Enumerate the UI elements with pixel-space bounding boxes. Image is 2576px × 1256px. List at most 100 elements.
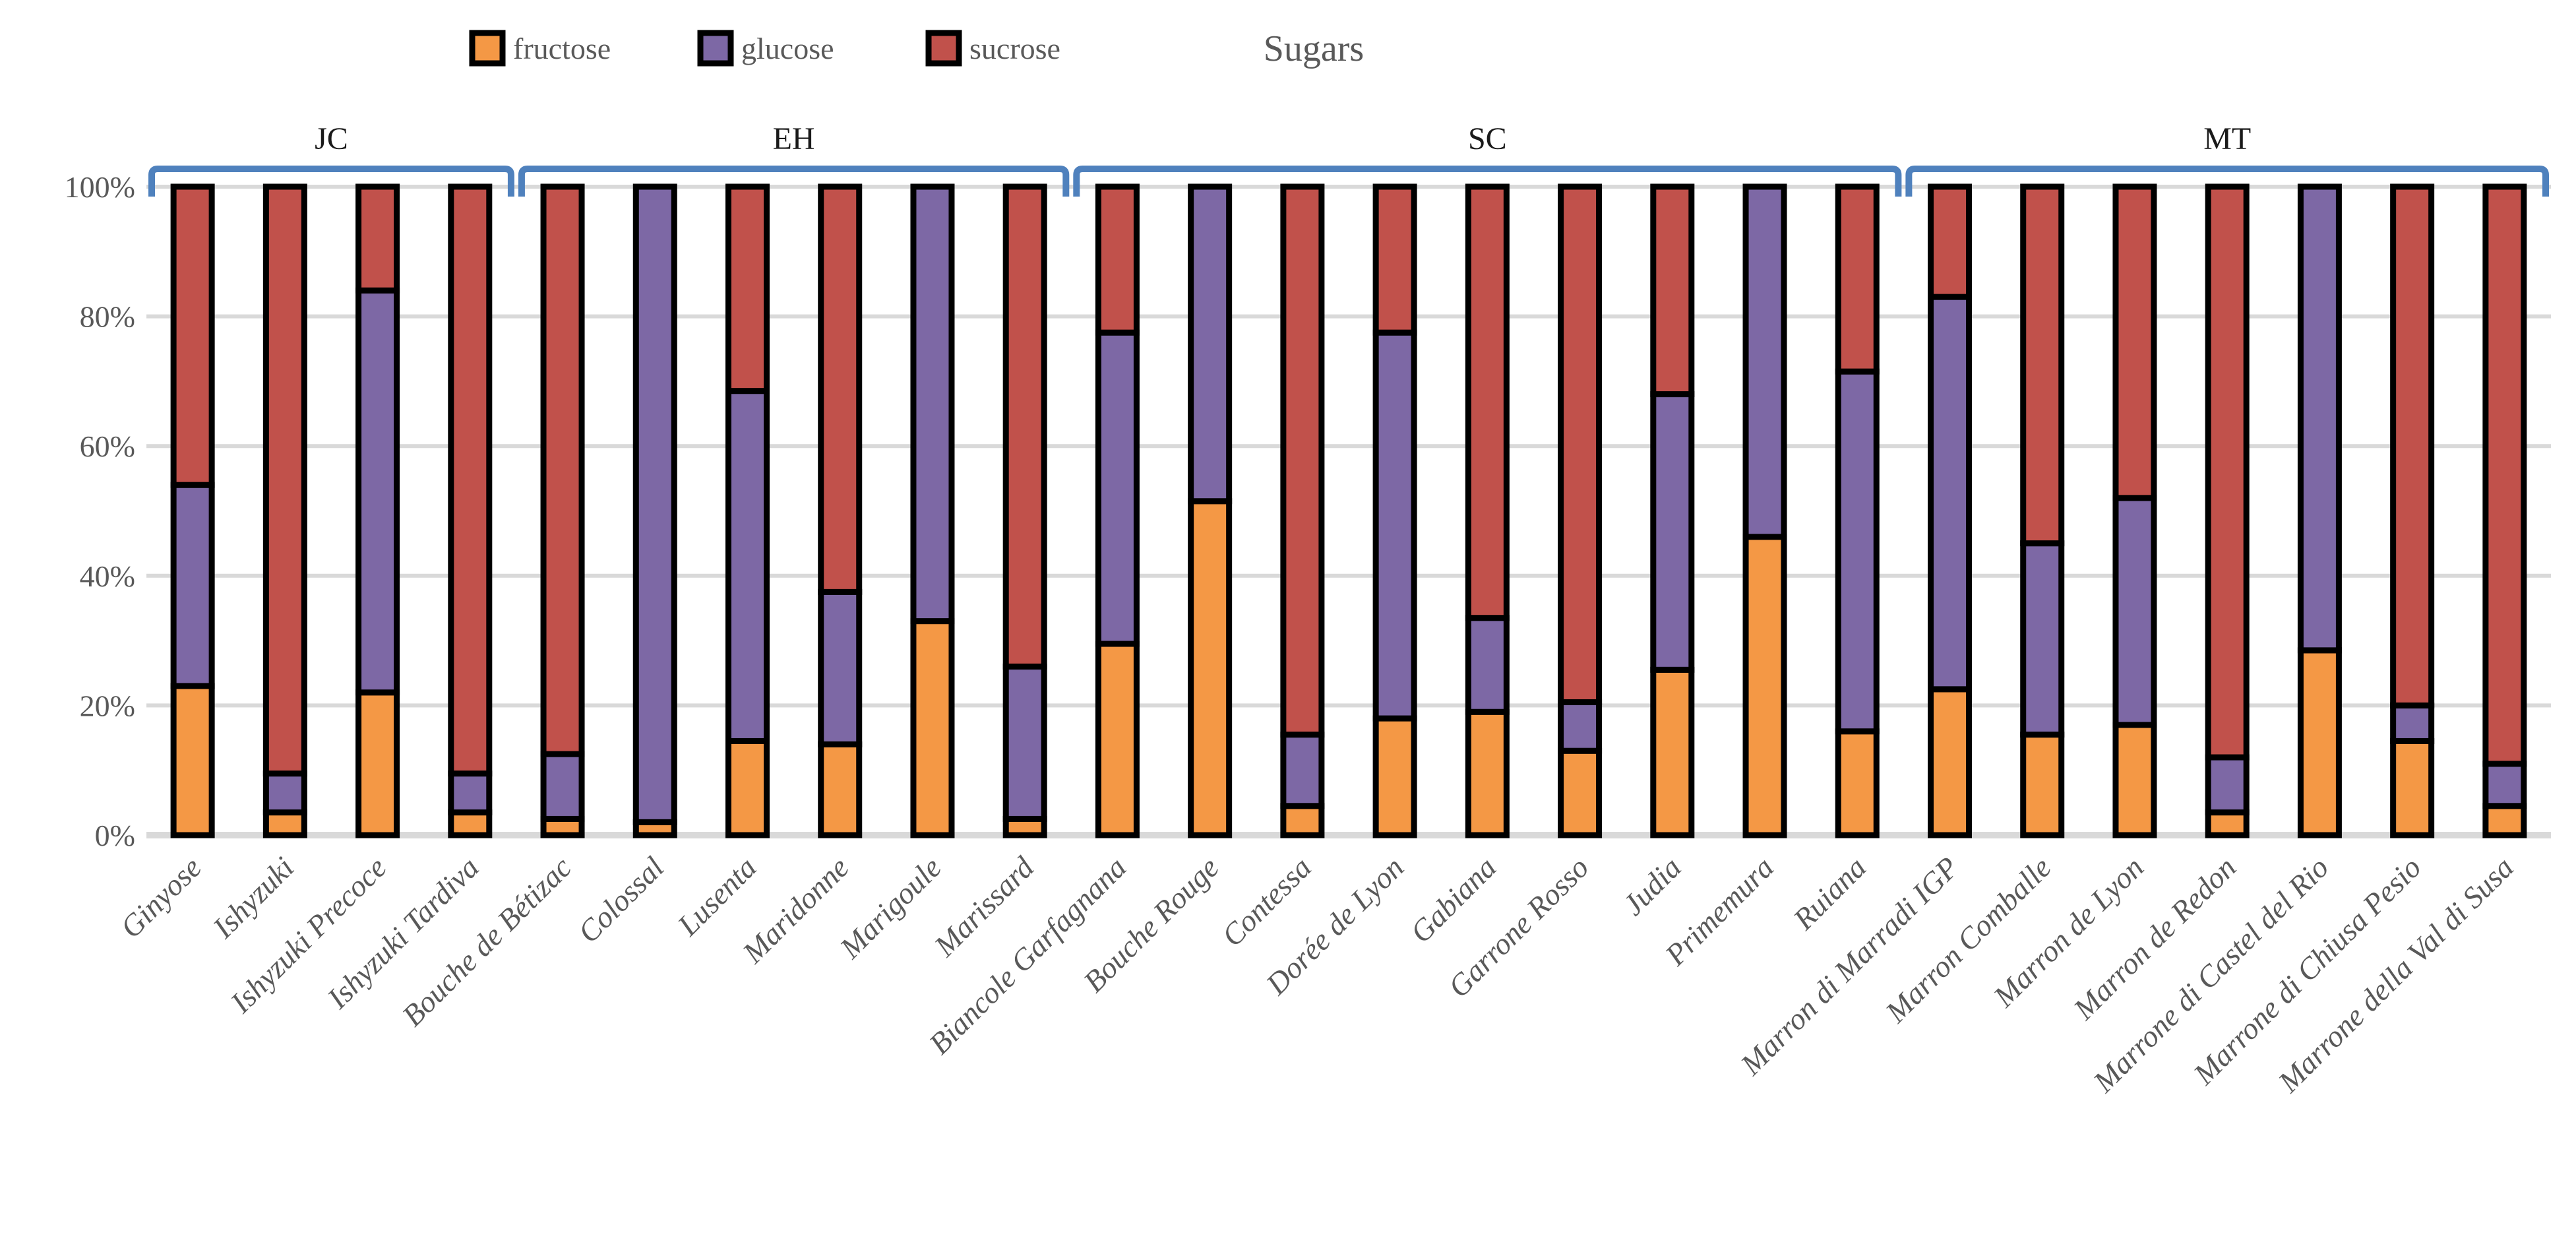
x-category-label: Judia [1616, 850, 1688, 922]
bar-segment-glucose [818, 588, 863, 747]
bar-segment-sucrose [448, 183, 493, 777]
bar-segment-fructose [1465, 708, 1510, 838]
bar-segment-sucrose [1835, 183, 1880, 375]
bar-segment-sucrose [1558, 183, 1603, 705]
bar-segment-fructose [910, 618, 955, 838]
bar-segment-fructose [2390, 738, 2435, 838]
legend-swatch-glucose [697, 30, 734, 67]
bar-segment-sucrose [1002, 183, 1047, 670]
bar-segment-fructose [1372, 715, 1417, 838]
bar-segment-fructose [1835, 728, 1880, 838]
x-category-label: Marron de Redon [2066, 850, 2242, 1026]
bar-segment-glucose [2205, 754, 2250, 816]
bar-segment-glucose [262, 770, 307, 816]
bar-segment-sucrose [725, 183, 770, 394]
gridlines [146, 185, 2551, 838]
bar-segment-fructose [818, 741, 863, 838]
bar-segment-sucrose [1465, 183, 1510, 621]
y-tick-label: 0% [95, 819, 135, 852]
legend-label-glucose: glucose [741, 32, 834, 65]
bar-segment-fructose [1650, 666, 1695, 838]
x-category-label: Colossal [571, 850, 670, 949]
group-label-SC: SC [1468, 121, 1507, 156]
bar-segment-glucose [2390, 702, 2435, 744]
group-labels: JC EH SC MT [315, 121, 2251, 156]
y-tick-label: 40% [80, 559, 135, 593]
legend: fructose glucose sucrose [469, 30, 1060, 67]
bar-segment-glucose [2020, 540, 2065, 738]
bar-segment-glucose [1650, 391, 1695, 673]
bar-segment-glucose [1928, 294, 1972, 693]
bars [170, 183, 2527, 838]
bar-segment-glucose [1742, 183, 1787, 540]
bar-segment-sucrose [2020, 183, 2065, 547]
bar-segment-glucose [1002, 663, 1047, 822]
bar-segment-sucrose [170, 183, 215, 488]
bar-segment-sucrose [1280, 183, 1325, 738]
group-label-JC: JC [315, 121, 348, 156]
bar-segment-glucose [1558, 699, 1603, 754]
bar-segment-glucose [1280, 732, 1325, 809]
legend-label-fructose: fructose [513, 32, 611, 65]
bar-segment-glucose [1465, 615, 1510, 715]
chart-title: Sugars [1264, 28, 1364, 69]
bar-segment-fructose [170, 683, 215, 838]
bar-segment-sucrose [2482, 183, 2527, 767]
x-category-label: Ishyzuki Precoce [224, 850, 393, 1020]
y-tick-label: 100% [65, 170, 135, 204]
bar-segment-fructose [725, 738, 770, 838]
bar-segment-fructose [2112, 722, 2157, 838]
bar-segment-glucose [632, 183, 677, 825]
x-category-label: Ruiana [1787, 850, 1873, 937]
y-tick-label: 80% [80, 300, 135, 334]
bar-segment-sucrose [540, 183, 585, 757]
group-label-EH: EH [773, 121, 815, 156]
bar-segment-sucrose [818, 183, 863, 595]
x-category-label: Ginyose [114, 850, 208, 945]
bar-segment-glucose [1835, 368, 1880, 735]
bar-segment-glucose [725, 388, 770, 744]
bar-segment-glucose [1372, 329, 1417, 722]
bar-segment-sucrose [2112, 183, 2157, 501]
y-tick-label: 60% [80, 429, 135, 463]
bar-segment-glucose [448, 770, 493, 816]
bracket-EH [518, 166, 1070, 197]
y-axis-labels: 0% 20% 40% 60% 80% 100% [65, 170, 135, 852]
bar-segment-fructose [448, 809, 493, 838]
bar-segment-glucose [2297, 183, 2342, 654]
bar-segment-fructose [2297, 647, 2342, 838]
bar-segment-sucrose [1650, 183, 1695, 398]
bar-segment-glucose [2112, 495, 2157, 728]
bar-segment-fructose [2020, 732, 2065, 838]
bar-segment-fructose [1558, 747, 1603, 838]
x-category-label: Lusenta [671, 850, 763, 943]
legend-swatch-fructose [469, 30, 506, 67]
bar-segment-fructose [355, 689, 400, 838]
legend-label-sucrose: sucrose [969, 32, 1060, 65]
bar-segment-glucose [170, 482, 215, 689]
bar-segment-fructose [1095, 641, 1140, 838]
y-tick-label: 20% [80, 689, 135, 722]
x-category-label: Bouche de Bétizac [396, 850, 578, 1032]
bar-segment-fructose [1188, 498, 1233, 838]
bar-segment-fructose [1742, 534, 1787, 838]
legend-swatch-sucrose [925, 30, 962, 67]
bar-segment-sucrose [1095, 183, 1140, 336]
bracket-MT [1905, 166, 2549, 197]
bar-segment-glucose [1095, 329, 1140, 647]
bar-segment-glucose [1188, 183, 1233, 505]
bar-segment-glucose [355, 287, 400, 696]
bar-segment-glucose [2482, 761, 2527, 809]
bar-segment-fructose [1280, 803, 1325, 838]
bracket-SC [1073, 166, 1902, 197]
bar-segment-fructose [262, 809, 307, 838]
bracket-JC [148, 166, 514, 197]
bar-segment-sucrose [355, 183, 400, 294]
bar-segment-fructose [2205, 809, 2250, 838]
x-category-label: Marron Comballe [1878, 850, 2057, 1029]
bar-segment-fructose [2482, 803, 2527, 838]
bar-segment-sucrose [2205, 183, 2250, 761]
bar-segment-sucrose [262, 183, 307, 777]
bar-segment-sucrose [1372, 183, 1417, 336]
bar-segment-sucrose [1928, 183, 1972, 300]
